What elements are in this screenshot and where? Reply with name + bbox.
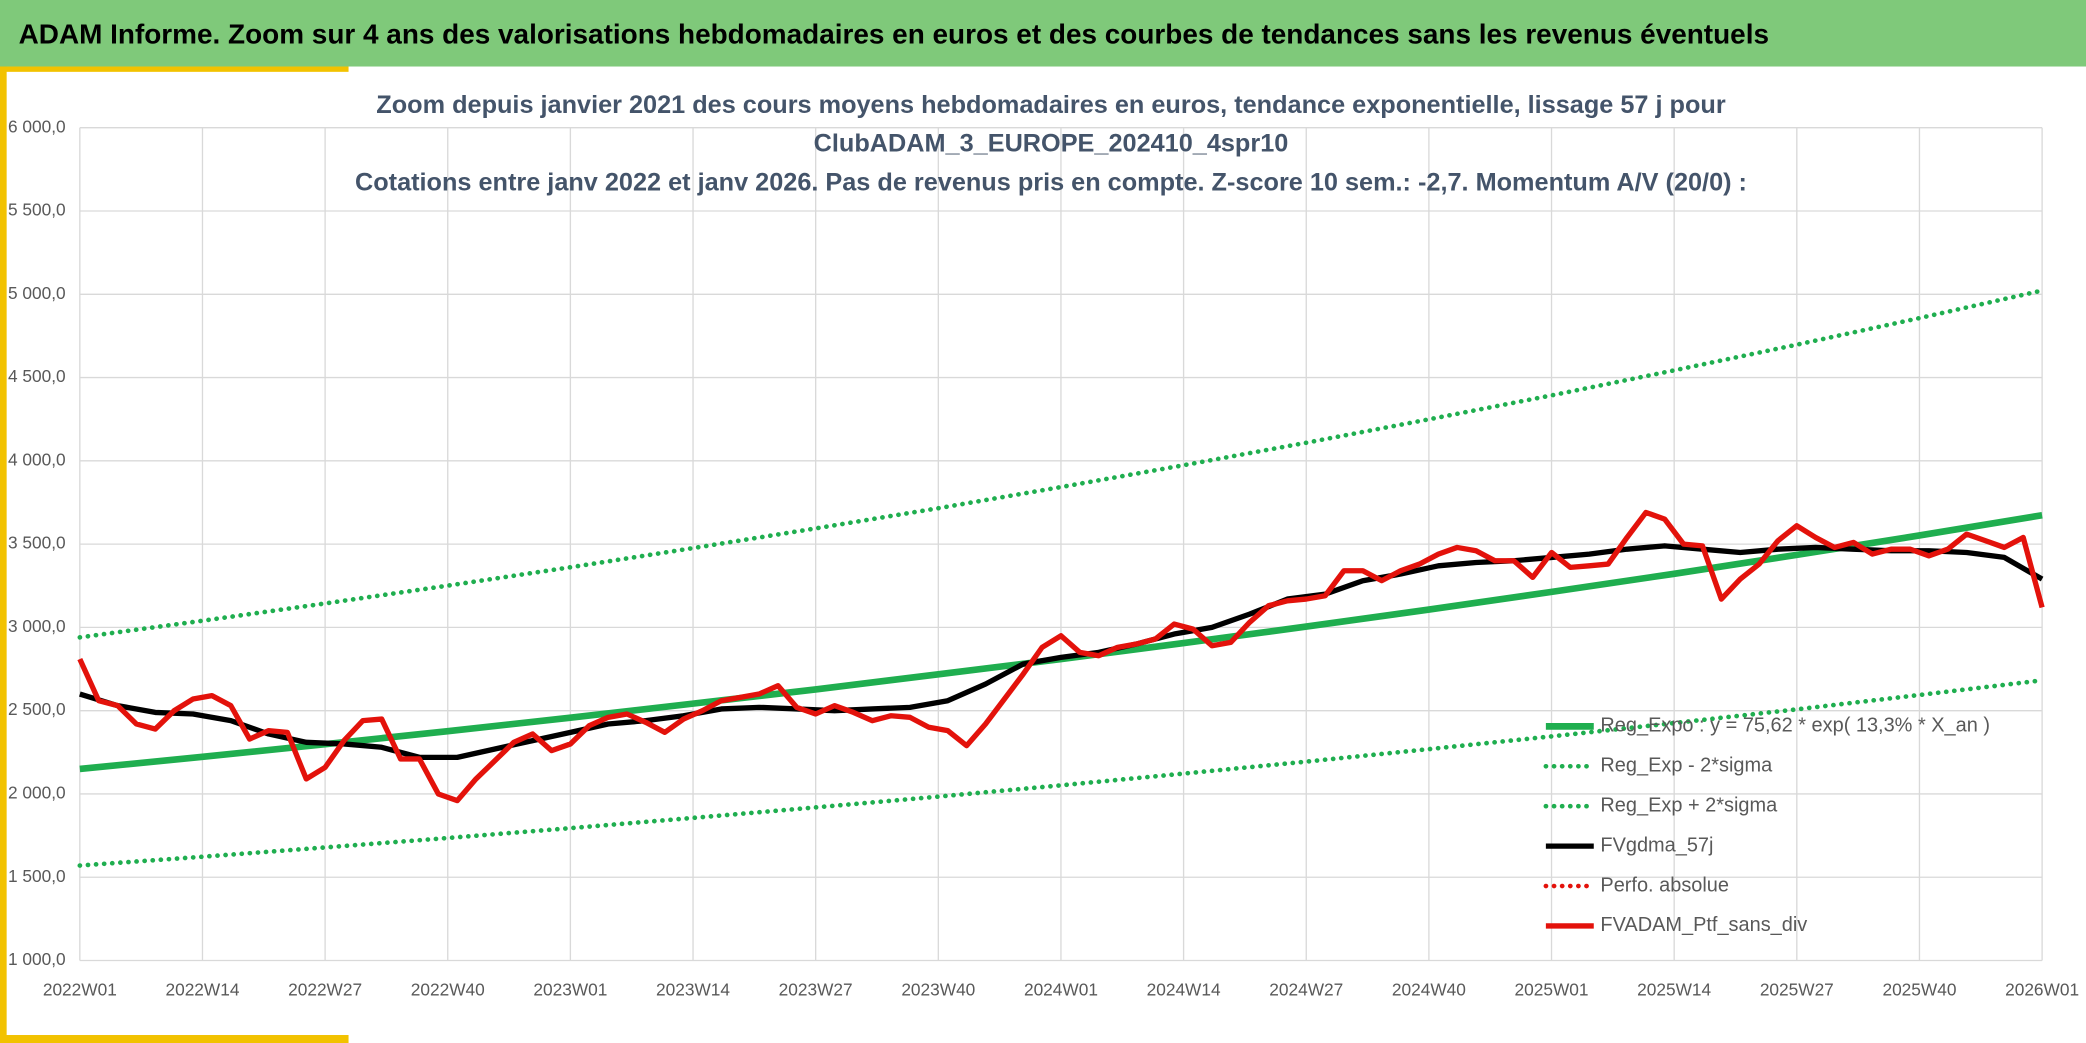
y-tick-label: 1 000,0 (8, 949, 66, 969)
accent (0, 1035, 349, 1043)
y-tick-label: 2 500,0 (8, 699, 66, 719)
x-tick-label: 2023W40 (901, 980, 975, 1000)
legend-label: Perfo. absolue (1600, 874, 1729, 896)
legend-label: Reg_Exp - 2*sigma (1600, 755, 1773, 777)
y-tick-label: 2 000,0 (8, 783, 66, 803)
y-tick-label: 6 000,0 (8, 116, 66, 136)
x-tick-label: 2023W14 (656, 980, 730, 1000)
y-tick-label: 5 000,0 (8, 283, 66, 303)
x-tick-label: 2022W27 (288, 980, 362, 1000)
x-tick-label: 2024W40 (1392, 980, 1466, 1000)
x-tick-label: 2025W40 (1882, 980, 1956, 1000)
y-tick-label: 5 500,0 (8, 200, 66, 220)
x-tick-label: 2022W01 (43, 980, 117, 1000)
chart-title: ClubADAM_3_EUROPE_202410_4spr10 (814, 130, 1289, 158)
header-bar (0, 0, 2086, 67)
x-tick-label: 2022W40 (411, 980, 485, 1000)
chart-title: Zoom depuis janvier 2021 des cours moyen… (376, 91, 1726, 119)
series-line (79, 543, 2044, 761)
x-tick-label: 2024W14 (1147, 980, 1221, 1000)
legend-label: Reg_Exp + 2*sigma (1600, 794, 1778, 816)
legend-label: FVgdma_57j (1600, 834, 1713, 856)
y-tick-label: 3 500,0 (8, 533, 66, 553)
chart-title: Cotations entre janv 2022 et janv 2026. … (355, 168, 1747, 196)
x-tick-label: 2023W01 (533, 980, 607, 1000)
accent (0, 66, 7, 1043)
x-tick-label: 2024W27 (1269, 980, 1343, 1000)
x-tick-label: 2023W27 (779, 980, 853, 1000)
x-tick-label: 2025W27 (1760, 980, 1834, 1000)
y-tick-label: 4 500,0 (8, 366, 66, 386)
series-line (77, 509, 2045, 804)
y-tick-label: 1 500,0 (8, 866, 66, 886)
y-tick-label: 4 000,0 (8, 449, 66, 469)
legend-label: FVADAM_Ptf_sans_div (1600, 914, 1807, 936)
x-tick-label: 2026W01 (2005, 980, 2079, 1000)
x-tick-label: 2024W01 (1024, 980, 1098, 1000)
header-title: ADAM Informe. Zoom sur 4 ans des valoris… (19, 18, 1769, 49)
plot (77, 288, 2045, 868)
y-tick-label: 3 000,0 (8, 616, 66, 636)
x-tick-label: 2022W14 (165, 980, 239, 1000)
accent (0, 66, 349, 72)
legend-label: Reg_Expo : y = 75,62 * exp( 13,3% * X_an… (1600, 715, 1990, 737)
grid (79, 127, 2043, 962)
x-tick-label: 2025W14 (1637, 980, 1711, 1000)
x-tick-label: 2025W01 (1515, 980, 1589, 1000)
